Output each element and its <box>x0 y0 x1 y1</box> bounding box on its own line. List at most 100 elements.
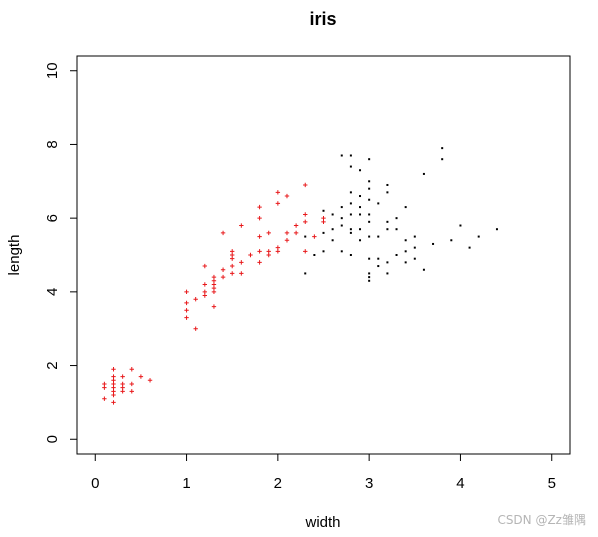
y-tick-label: 4 <box>44 288 61 296</box>
series-2 <box>304 147 498 282</box>
data-point <box>220 274 226 280</box>
data-point <box>120 385 125 390</box>
data-point <box>257 249 262 254</box>
data-point <box>359 195 362 198</box>
data-point <box>340 217 343 220</box>
data-point <box>349 202 352 205</box>
data-point <box>111 367 116 372</box>
data-point <box>266 252 271 258</box>
data-point <box>193 326 198 331</box>
data-point <box>386 191 389 194</box>
data-point <box>111 381 116 387</box>
data-point <box>304 272 307 275</box>
data-point <box>303 249 308 254</box>
data-point <box>284 193 290 199</box>
x-tick-label: 4 <box>456 475 464 492</box>
data-point <box>102 396 107 401</box>
data-point <box>230 263 235 269</box>
y-axis: 0 2 4 6 8 10 <box>44 62 78 443</box>
data-point <box>111 385 116 390</box>
data-point <box>340 154 343 157</box>
data-point <box>184 300 189 306</box>
data-point <box>211 274 217 280</box>
data-point <box>368 158 371 161</box>
chart-title: iris <box>309 9 336 29</box>
x-tick-label: 1 <box>182 475 190 492</box>
data-point <box>377 257 380 260</box>
data-point <box>303 219 308 225</box>
data-point <box>368 257 371 260</box>
y-axis-label: length <box>6 235 23 276</box>
data-point <box>495 228 498 231</box>
data-point <box>230 256 235 261</box>
data-point <box>331 239 334 242</box>
data-point <box>413 235 416 238</box>
data-point <box>432 242 435 245</box>
data-point <box>321 219 326 225</box>
data-points <box>102 147 498 405</box>
data-point <box>211 304 217 309</box>
data-point <box>468 246 471 249</box>
data-point <box>111 389 116 394</box>
y-tick-label: 2 <box>44 361 61 369</box>
data-point <box>359 239 362 242</box>
data-point <box>395 228 398 231</box>
data-point <box>266 230 271 236</box>
data-point <box>257 215 262 221</box>
data-point <box>257 204 262 210</box>
data-point <box>239 260 244 265</box>
x-tick-label: 0 <box>91 475 99 492</box>
data-point <box>404 239 407 242</box>
data-point <box>349 228 352 231</box>
data-point <box>304 235 307 238</box>
plot-frame <box>76 55 571 455</box>
data-point <box>450 239 453 242</box>
data-point <box>386 228 389 231</box>
data-point <box>386 272 389 275</box>
data-point <box>413 246 416 249</box>
data-point <box>322 231 325 234</box>
data-point <box>102 385 107 390</box>
data-point <box>313 254 316 256</box>
data-point <box>129 367 134 372</box>
data-point <box>404 250 407 253</box>
data-point <box>459 224 462 227</box>
data-point <box>211 278 217 283</box>
data-point <box>340 250 343 253</box>
data-point <box>120 389 125 394</box>
data-point <box>184 308 189 313</box>
data-point <box>248 252 253 258</box>
data-point <box>220 230 226 236</box>
data-point <box>120 374 125 379</box>
data-point <box>359 228 362 231</box>
data-point <box>211 289 217 295</box>
data-point <box>230 252 235 258</box>
y-tick-label: 10 <box>44 62 61 79</box>
data-point <box>303 212 308 217</box>
data-point <box>184 289 189 295</box>
data-point <box>368 272 371 275</box>
data-point <box>322 250 325 253</box>
data-point <box>349 191 352 194</box>
data-point <box>441 158 444 161</box>
data-point <box>293 230 299 236</box>
data-point <box>111 400 116 405</box>
watermark: CSDN @Zz雏隅 <box>497 513 586 527</box>
data-point <box>293 223 299 228</box>
data-point <box>422 172 425 175</box>
data-point <box>129 389 134 394</box>
x-tick-label: 2 <box>274 475 282 492</box>
data-point <box>368 220 371 223</box>
data-point <box>312 234 317 239</box>
x-axis-label: width <box>304 514 340 531</box>
data-point <box>349 154 352 157</box>
data-point <box>184 315 189 320</box>
data-point <box>359 213 362 216</box>
data-point <box>275 201 281 206</box>
data-point <box>359 169 362 172</box>
data-point <box>368 279 371 282</box>
data-point <box>441 147 444 150</box>
data-point <box>129 381 134 387</box>
data-point <box>368 276 371 279</box>
